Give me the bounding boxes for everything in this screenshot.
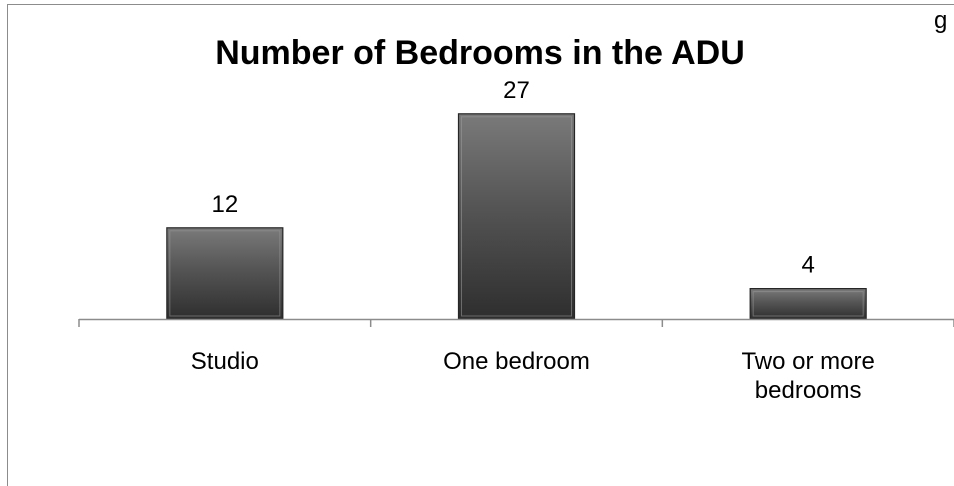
corner-text-fragment: g <box>934 7 947 34</box>
bar-2 <box>457 113 576 320</box>
bar-body <box>457 113 576 320</box>
bar-1 <box>166 227 284 320</box>
data-label: 4 <box>801 252 814 279</box>
x-axis <box>78 318 954 327</box>
chart-title: Number of Bedrooms in the ADU <box>215 34 745 72</box>
bar-body <box>749 288 867 320</box>
x-tick-label: Two or more bedrooms <box>741 348 874 404</box>
data-label: 27 <box>503 77 530 104</box>
x-tick-label: Studio <box>191 348 259 375</box>
labels-layer: 12 Studio 27 One bedroom 4 Two or more bedroom… <box>191 77 875 404</box>
bar-bevel <box>461 116 572 317</box>
bar-bevel <box>169 230 281 317</box>
bars-layer <box>166 113 867 320</box>
x-tick-label: One bedroom <box>443 348 590 375</box>
bar-bevel <box>752 291 864 317</box>
bar-body <box>166 227 284 320</box>
data-label: 12 <box>211 191 238 218</box>
bar-3 <box>749 288 867 320</box>
